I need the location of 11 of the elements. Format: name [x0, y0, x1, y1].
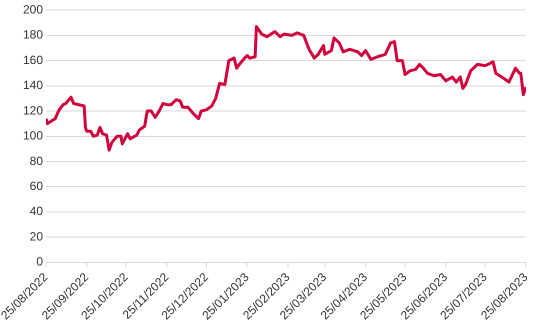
y-tick-label: 40: [30, 204, 44, 218]
y-tick-label: 160: [22, 52, 44, 67]
y-tick-label: 20: [30, 229, 44, 244]
y-tick-label: 60: [30, 179, 44, 194]
y-tick-label: 80: [30, 154, 44, 168]
y-tick-label: 180: [22, 28, 44, 42]
y-tick-label: 120: [22, 103, 44, 118]
y-tick-label: 140: [22, 78, 44, 92]
y-tick-label: 0: [36, 254, 44, 269]
y-tick-label: 200: [22, 2, 44, 17]
y-tick-label: 100: [22, 128, 44, 143]
